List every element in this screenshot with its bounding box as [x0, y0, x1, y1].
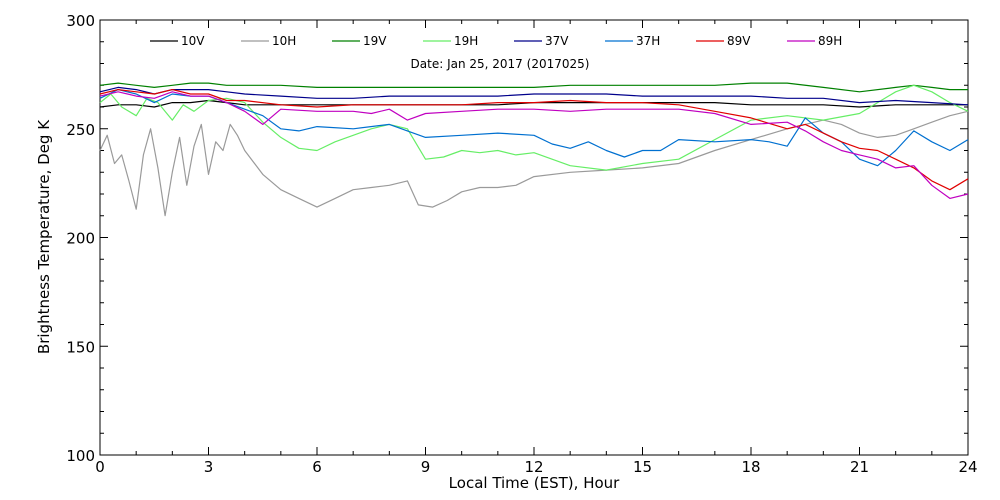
y-axis: 100 150 200 250 300	[66, 12, 968, 465]
y-tick-label: 100	[66, 447, 95, 465]
series-line-19v	[99, 82, 968, 93]
x-tick-label: 24	[958, 458, 977, 476]
legend-label-19h: 19H	[454, 34, 478, 48]
legend-label-37v: 37V	[545, 34, 569, 48]
legend-label-89v: 89V	[727, 34, 751, 48]
x-tick-label: 6	[312, 458, 322, 476]
y-axis-title: Brightness Temperature, Deg K	[35, 119, 53, 354]
legend-label-10h: 10H	[272, 34, 296, 48]
x-tick-label: 3	[204, 458, 214, 476]
date-annotation: Date: Jan 25, 2017 (2017025)	[411, 57, 590, 71]
x-tick-label: 15	[633, 458, 652, 476]
legend-label-89h: 89H	[818, 34, 842, 48]
y-tick-label: 300	[66, 12, 95, 30]
legend-label-10v: 10V	[181, 34, 205, 48]
x-tick-label: 0	[95, 458, 105, 476]
legend-label-37h: 37H	[636, 34, 660, 48]
y-tick-label: 200	[66, 230, 95, 248]
series-lines	[99, 82, 969, 217]
x-tick-label: 12	[524, 458, 543, 476]
y-tick-label: 250	[66, 121, 95, 139]
series-line-10h	[99, 110, 969, 217]
x-axis: 0 3 6 9 12 15 18 21 24	[95, 20, 978, 476]
series-line-89v	[99, 89, 969, 191]
y-tick-label: 150	[66, 338, 95, 356]
legend: 10V 10H 19V 19H 37V 37H 89V 89H	[150, 34, 842, 48]
x-tick-label: 18	[741, 458, 760, 476]
series-line-89h	[99, 91, 969, 199]
x-tick-label: 9	[421, 458, 431, 476]
x-tick-label: 21	[850, 458, 869, 476]
series-line-37v	[99, 86, 969, 106]
x-axis-title: Local Time (EST), Hour	[449, 474, 620, 492]
series-line-19h	[99, 84, 969, 171]
legend-label-19v: 19V	[363, 34, 387, 48]
